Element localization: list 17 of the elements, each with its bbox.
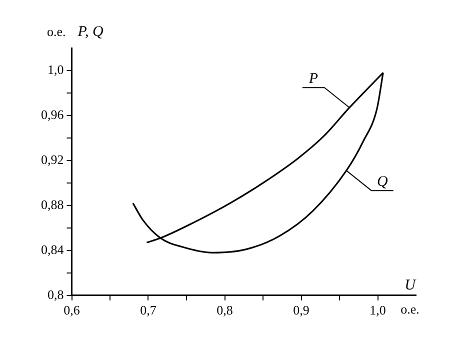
text: о.е. — [46, 24, 66, 39]
series-label: Q — [376, 174, 388, 190]
x-tick-label: 1,0 — [370, 302, 386, 318]
y-tick-label: 0,84 — [41, 242, 64, 257]
text: P — [308, 71, 318, 88]
y-tick-label: 0,8 — [48, 286, 64, 302]
y-tick-label: 0,92 — [41, 152, 64, 167]
y-tick-label: 0,96 — [41, 106, 64, 122]
x-tick-label: 0,8 — [216, 302, 233, 318]
y-axis-title: P, Q — [76, 24, 104, 40]
y-tick-label: 0,88 — [41, 196, 64, 212]
x-axis-title: U — [404, 277, 417, 294]
text: о.е. — [400, 301, 420, 316]
y-tick-label: 1,0 — [48, 62, 64, 77]
x-tick-label: 0,6 — [64, 302, 80, 318]
x-tick-label: 0,7 — [140, 302, 157, 318]
x-tick-label: 0,9 — [293, 302, 310, 318]
